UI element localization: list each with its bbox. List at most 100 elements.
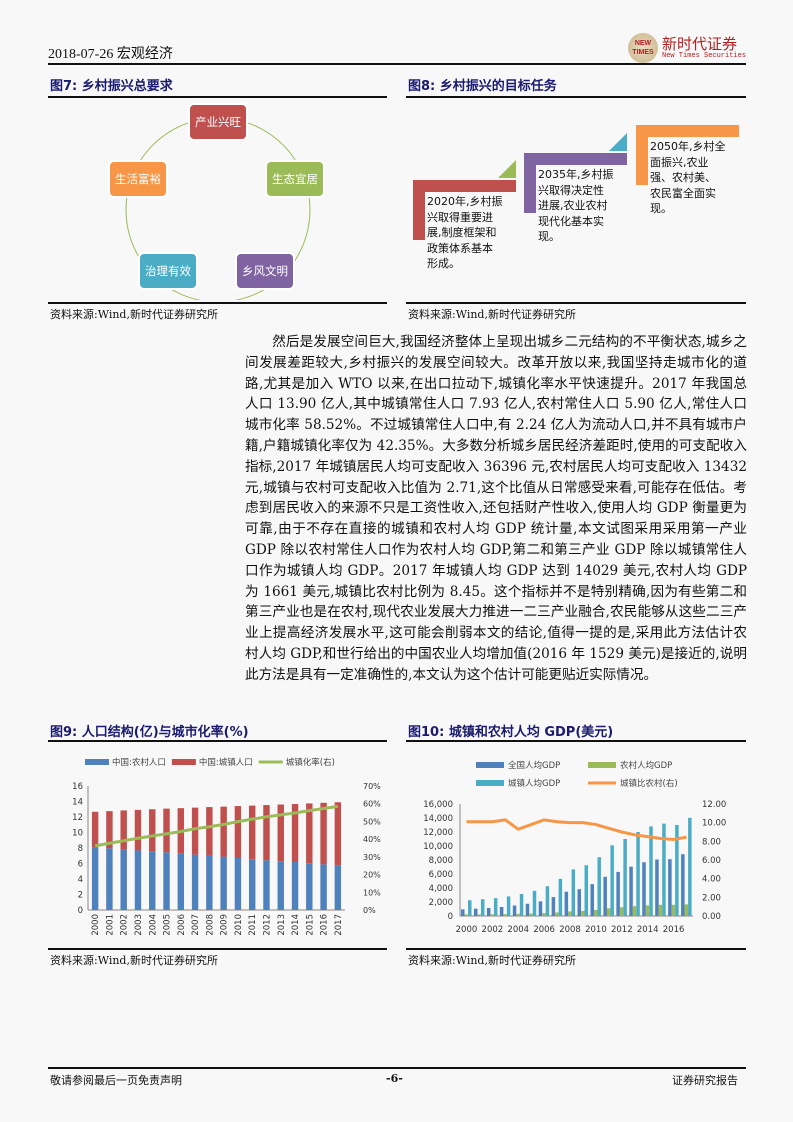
- y2-tick-label: 10.00: [702, 819, 726, 829]
- bar: [320, 864, 327, 910]
- y-tick-label: 12: [72, 813, 83, 823]
- x-tick-label: 2003: [134, 914, 144, 936]
- x-tick-label: 2012: [611, 925, 633, 935]
- bar: [581, 910, 585, 916]
- x-tick-label: 2011: [248, 914, 258, 936]
- legend-label: 城镇比农村(右): [620, 778, 678, 789]
- y2-tick-label: 8.00: [702, 837, 721, 847]
- y-tick-label: 0: [78, 906, 83, 916]
- bar: [263, 805, 270, 861]
- bar: [538, 901, 543, 916]
- bar: [555, 912, 559, 916]
- logo-en: New Times Securities: [662, 52, 747, 60]
- bar: [512, 905, 517, 916]
- y2-tick-label: 2.00: [702, 893, 721, 903]
- x-tick-label: 2015: [305, 914, 315, 936]
- step-bar-vertical: [524, 153, 536, 213]
- fig7-source: 资料来源:Wind,新时代证券研究所: [50, 308, 218, 321]
- step-bar-horizontal: [413, 180, 516, 192]
- fig7-node: 生态宜居: [265, 160, 325, 198]
- fig7-node: 乡风文明: [235, 252, 295, 290]
- fig8-rule: [406, 96, 746, 98]
- x-tick-label: 2014: [291, 914, 301, 936]
- legend-swatch: [171, 759, 196, 765]
- y-tick-label: 10,000: [423, 842, 453, 852]
- bar: [629, 866, 633, 916]
- fig8-source-rule: [406, 302, 746, 304]
- x-tick-label: 2012: [262, 914, 272, 936]
- fig7-node: 治理有效: [138, 252, 198, 290]
- bar: [206, 855, 213, 910]
- x-tick-label: 2016: [663, 925, 685, 935]
- y-tick-label: 8: [78, 844, 83, 854]
- x-tick-label: 2010: [585, 925, 607, 935]
- fig10-source: 资料来源:Wind,新时代证券研究所: [408, 954, 576, 967]
- header-rule: [48, 63, 746, 65]
- bar: [486, 907, 491, 916]
- legend-swatch: [476, 780, 504, 786]
- bar: [655, 859, 659, 916]
- step-arrow-icon: [609, 133, 627, 151]
- bar: [306, 803, 313, 864]
- bar: [558, 878, 563, 916]
- bar: [688, 817, 692, 916]
- ratio-line: [466, 818, 687, 841]
- x-tick-label: 2013: [277, 914, 287, 936]
- bar: [681, 854, 685, 916]
- bar: [134, 850, 142, 910]
- fig9-source-rule: [48, 948, 387, 950]
- bar: [277, 861, 284, 910]
- bar: [234, 806, 242, 858]
- bar: [593, 909, 598, 916]
- legend-swatch: [588, 762, 616, 768]
- bar: [545, 886, 550, 916]
- x-tick-label: 2010: [234, 914, 244, 936]
- x-tick-label: 2017: [334, 914, 344, 936]
- y2-tick-label: 50%: [363, 817, 381, 826]
- step-bar-vertical: [413, 180, 425, 240]
- fig7-node: 生活富裕: [108, 160, 168, 198]
- bar: [649, 826, 653, 916]
- bar: [91, 847, 99, 910]
- bar: [571, 869, 576, 916]
- x-tick-label: 2016: [320, 914, 330, 936]
- x-tick-label: 2001: [105, 914, 115, 936]
- x-tick-label: 2008: [559, 925, 581, 935]
- step-bar-horizontal: [524, 153, 627, 165]
- y-tick-label: 6: [78, 860, 83, 870]
- x-tick-label: 2004: [148, 914, 158, 936]
- bar: [291, 862, 299, 910]
- bar: [616, 871, 620, 916]
- bar: [623, 839, 627, 916]
- bar: [506, 896, 511, 916]
- bar: [234, 857, 242, 910]
- step-text: 2050年,乡村全面振兴,农业强、农村美、农民富全面实现。: [650, 140, 726, 215]
- step-bar-vertical: [636, 125, 648, 185]
- legend-label: 城镇化率(右): [286, 757, 335, 768]
- legend-label: 全国人均GDP: [508, 760, 560, 771]
- bar: [662, 823, 666, 916]
- bar: [675, 825, 679, 916]
- fig7-rule: [48, 96, 387, 98]
- fig9-title: 图9: 人口结构(亿)与城市化率(%): [50, 725, 249, 740]
- bar: [248, 805, 256, 860]
- bar: [658, 904, 663, 916]
- bar: [191, 854, 199, 910]
- bar: [493, 898, 498, 916]
- legend-label: 城镇人均GDP: [508, 778, 560, 789]
- bar: [220, 856, 227, 910]
- fig7-title: 图7: 乡村振兴总要求: [50, 79, 173, 94]
- footer-disclaimer[interactable]: 敬请参阅最后一页免责声明: [50, 1074, 182, 1087]
- x-tick-label: 2009: [220, 914, 230, 936]
- bar: [490, 914, 494, 916]
- fig9-rule: [48, 740, 387, 742]
- y2-tick-label: 20%: [363, 871, 381, 880]
- y2-tick-label: 40%: [363, 835, 381, 844]
- bar: [206, 807, 213, 856]
- y-tick-label: 10: [72, 829, 83, 839]
- x-tick-label: 2014: [637, 925, 659, 935]
- y-tick-label: 14: [72, 798, 83, 808]
- bar: [220, 806, 227, 857]
- y2-tick-label: 12.00: [702, 800, 726, 810]
- bar: [590, 884, 594, 916]
